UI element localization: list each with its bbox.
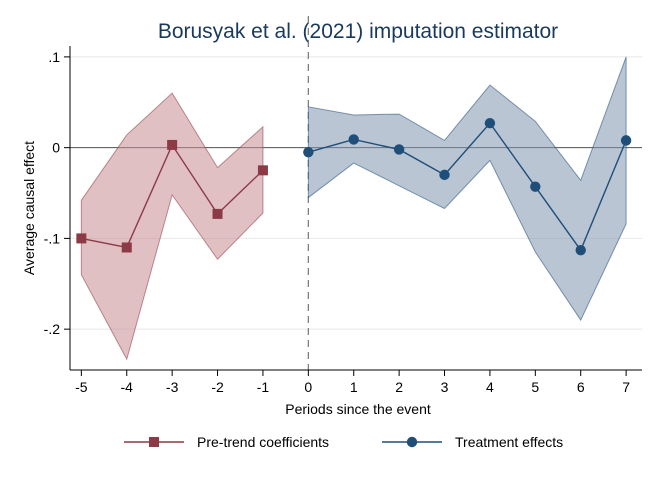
x-tick-label: 3 (441, 379, 449, 395)
point-marker (167, 139, 178, 150)
point-marker (530, 181, 541, 192)
x-tick-label: -2 (211, 379, 224, 395)
y-tick-label: 0 (52, 140, 60, 156)
point-marker (212, 208, 223, 219)
point-marker (76, 233, 87, 244)
point-marker (393, 144, 405, 155)
x-tick-label: 7 (622, 379, 630, 395)
legend-square-marker (149, 437, 159, 447)
series-layer (76, 117, 632, 256)
legend: Pre-trend coefficients Treatment effects (124, 434, 563, 450)
x-tick-label: 1 (350, 379, 358, 395)
confidence-bands (80, 56, 627, 361)
x-tick-label: 2 (395, 379, 403, 395)
point-marker (439, 169, 450, 181)
x-tick-label: 4 (486, 379, 494, 395)
point-marker (257, 165, 268, 176)
x-tick-label: 5 (531, 379, 539, 395)
point-marker (484, 117, 496, 129)
point-marker (121, 242, 132, 253)
x-tick-label: -4 (121, 379, 134, 395)
y-tick-label: -.2 (44, 321, 61, 337)
point-marker (303, 146, 314, 158)
point-marker (348, 134, 359, 145)
axes: -5 -4 -3 -2 -1 0 1 2 3 4 5 6 7 .1 0 -.1 -.2 (44, 46, 642, 395)
series-line-1 (308, 122, 627, 252)
ci-band-1 (307, 56, 627, 322)
legend-label: Treatment effects (455, 434, 563, 450)
x-tick-label: -1 (257, 379, 270, 395)
x-tick-label: 6 (577, 379, 585, 395)
x-tick-label: -5 (75, 379, 88, 395)
legend-circle-marker (406, 436, 418, 448)
y-tick-label: .1 (48, 49, 60, 65)
point-marker (620, 135, 632, 146)
y-tick-label: -.1 (44, 230, 61, 246)
y-axis-label: Average causal effect (21, 141, 37, 275)
chart-title: Borusyak et al. (2021) imputation estima… (158, 20, 558, 43)
x-tick-label: -3 (166, 379, 179, 395)
legend-label: Pre-trend coefficients (197, 434, 329, 450)
point-marker (575, 245, 586, 256)
ci-band-0 (80, 92, 264, 361)
x-axis-label: Periods since the event (285, 401, 431, 417)
x-tick-label: 0 (304, 379, 312, 395)
